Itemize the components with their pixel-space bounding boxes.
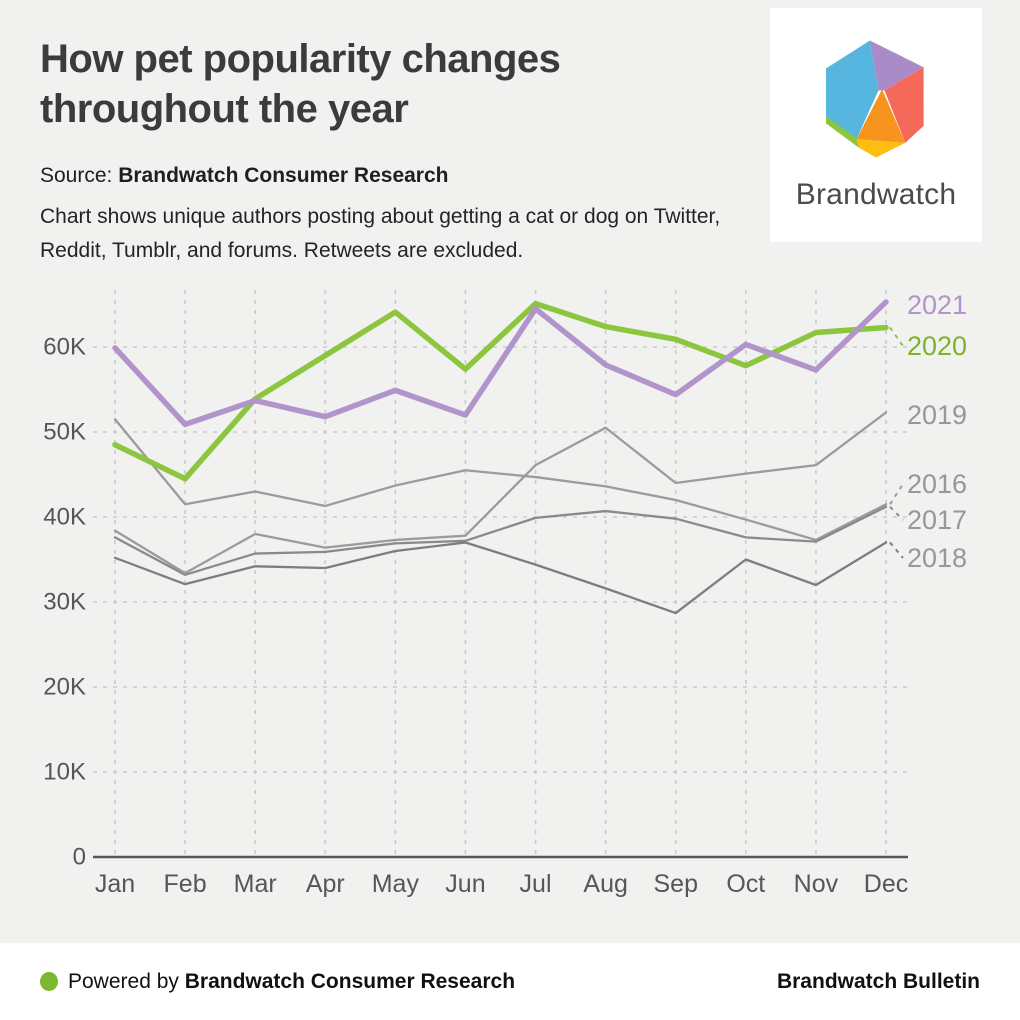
svg-text:Jun: Jun <box>445 870 485 898</box>
svg-text:Mar: Mar <box>234 870 277 898</box>
series-label-2019: 2019 <box>907 400 967 430</box>
svg-text:Apr: Apr <box>306 870 345 898</box>
svg-text:30K: 30K <box>43 589 86 616</box>
brandwatch-wordmark: Brandwatch <box>795 178 957 211</box>
powered-by-text: Powered by Brandwatch Consumer Research <box>68 969 516 993</box>
series-label-2021: 2021 <box>907 290 967 320</box>
chart-description: Chart shows unique authors posting about… <box>40 205 721 263</box>
svg-text:Oct: Oct <box>726 870 765 898</box>
source-label: Source: <box>40 164 113 187</box>
source-line: Source: Brandwatch Consumer Research <box>40 164 760 188</box>
svg-text:Nov: Nov <box>794 870 839 898</box>
page-title: How pet popularity changes throughout th… <box>40 37 561 132</box>
svg-text:Jul: Jul <box>520 870 552 898</box>
svg-text:Dec: Dec <box>864 870 908 898</box>
series-label-2017: 2017 <box>907 505 967 535</box>
svg-text:Sep: Sep <box>653 870 697 898</box>
footer-right-text: Brandwatch Bulletin <box>776 969 980 993</box>
footer: Powered by Brandwatch Consumer Research … <box>0 943 1020 1020</box>
green-dot-icon <box>40 972 58 991</box>
svg-text:20K: 20K <box>43 674 86 701</box>
svg-text:0: 0 <box>73 844 86 871</box>
series-label-2020: 2020 <box>907 331 967 361</box>
series-label-2018: 2018 <box>907 543 967 573</box>
source-value: Brandwatch Consumer Research <box>118 164 449 187</box>
series-label-2016: 2016 <box>907 469 967 499</box>
svg-text:Aug: Aug <box>583 870 627 898</box>
svg-text:May: May <box>372 870 420 898</box>
svg-text:50K: 50K <box>43 419 86 446</box>
svg-text:10K: 10K <box>43 759 86 786</box>
svg-text:Feb: Feb <box>164 870 207 898</box>
svg-text:Jan: Jan <box>95 870 135 898</box>
svg-text:60K: 60K <box>43 334 86 361</box>
brandwatch-hexagon-logo-icon <box>825 40 924 158</box>
brandwatch-logo-card: Brandwatch <box>770 8 982 242</box>
svg-text:40K: 40K <box>43 504 86 531</box>
